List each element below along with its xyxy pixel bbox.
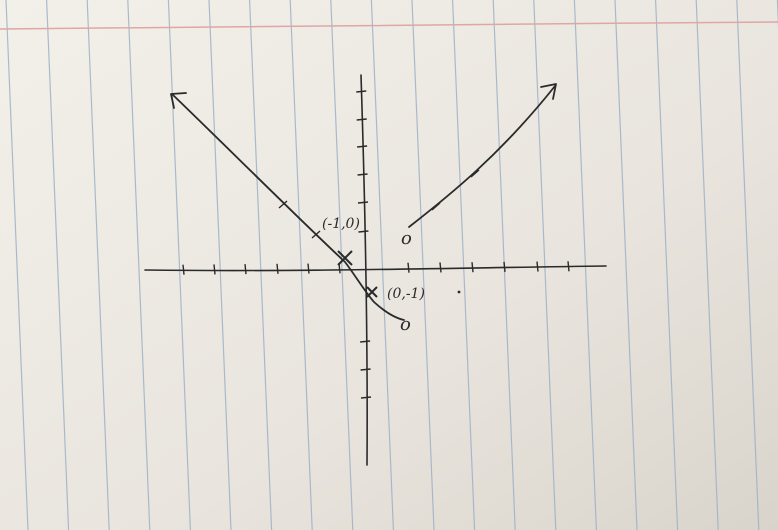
left-branch-line bbox=[172, 94, 405, 321]
y-axis-tick bbox=[356, 90, 367, 93]
y-axis-tick bbox=[358, 230, 369, 233]
ruled-line bbox=[289, 0, 313, 530]
ruled-line bbox=[127, 0, 151, 530]
y-axis-ticks bbox=[356, 90, 372, 399]
ruled-line bbox=[614, 0, 638, 530]
x-axis-tick bbox=[213, 264, 216, 275]
margin-line bbox=[0, 21, 778, 30]
x-axis-tick bbox=[407, 262, 410, 273]
x-axis-tick bbox=[567, 261, 570, 272]
y-axis-tick bbox=[357, 173, 368, 176]
open-circle-right-branch: o bbox=[401, 228, 412, 249]
y-axis-tick bbox=[360, 340, 371, 343]
x-axis-tick bbox=[439, 262, 442, 273]
x-mark-0-neg1 bbox=[366, 286, 378, 298]
x-axis-tick bbox=[471, 262, 474, 273]
ruled-line bbox=[411, 0, 435, 530]
x-axis-tick bbox=[503, 261, 506, 272]
right-branch-line bbox=[408, 85, 556, 228]
axes bbox=[144, 74, 607, 466]
ruled-line bbox=[330, 0, 354, 530]
ruled-line bbox=[736, 0, 760, 530]
ruled-line bbox=[167, 0, 191, 530]
ruled-line bbox=[249, 0, 273, 530]
ruled-line bbox=[452, 0, 476, 530]
ruled-line bbox=[655, 0, 679, 530]
ruled-line bbox=[5, 0, 29, 530]
left-arrowhead bbox=[170, 92, 187, 109]
open-circle-left-branch-end: o bbox=[400, 314, 411, 335]
ruled-line bbox=[86, 0, 110, 530]
y-axis-tick bbox=[357, 201, 369, 204]
ruled-line bbox=[695, 0, 719, 530]
ruled-line bbox=[46, 0, 70, 530]
point-label-0-neg1: (0,-1) bbox=[387, 286, 425, 302]
x-axis-ticks bbox=[182, 261, 570, 275]
y-axis-tick bbox=[360, 396, 372, 399]
ruled-line bbox=[573, 0, 597, 530]
x-mark-neg1-0 bbox=[337, 250, 353, 266]
y-axis-tick bbox=[357, 145, 368, 148]
right-arrowhead bbox=[540, 83, 557, 100]
point-label-neg1-0: (-1,0) bbox=[322, 216, 360, 232]
ruled-line bbox=[370, 0, 394, 530]
right-branch-ticks bbox=[431, 169, 480, 211]
ink-dot bbox=[457, 290, 461, 294]
y-axis-tick bbox=[360, 368, 371, 371]
ruled-line bbox=[533, 0, 557, 530]
x-axis-tick bbox=[307, 263, 310, 274]
y-axis bbox=[360, 74, 368, 466]
x-axis-tick bbox=[182, 264, 185, 275]
y-axis-tick bbox=[356, 118, 367, 121]
ruled-line bbox=[208, 0, 232, 530]
x-axis-tick bbox=[276, 263, 279, 274]
x-axis-tick bbox=[244, 264, 247, 275]
left-branch-ticks bbox=[278, 200, 321, 239]
x-axis bbox=[144, 265, 607, 272]
x-axis-tick bbox=[536, 261, 539, 272]
